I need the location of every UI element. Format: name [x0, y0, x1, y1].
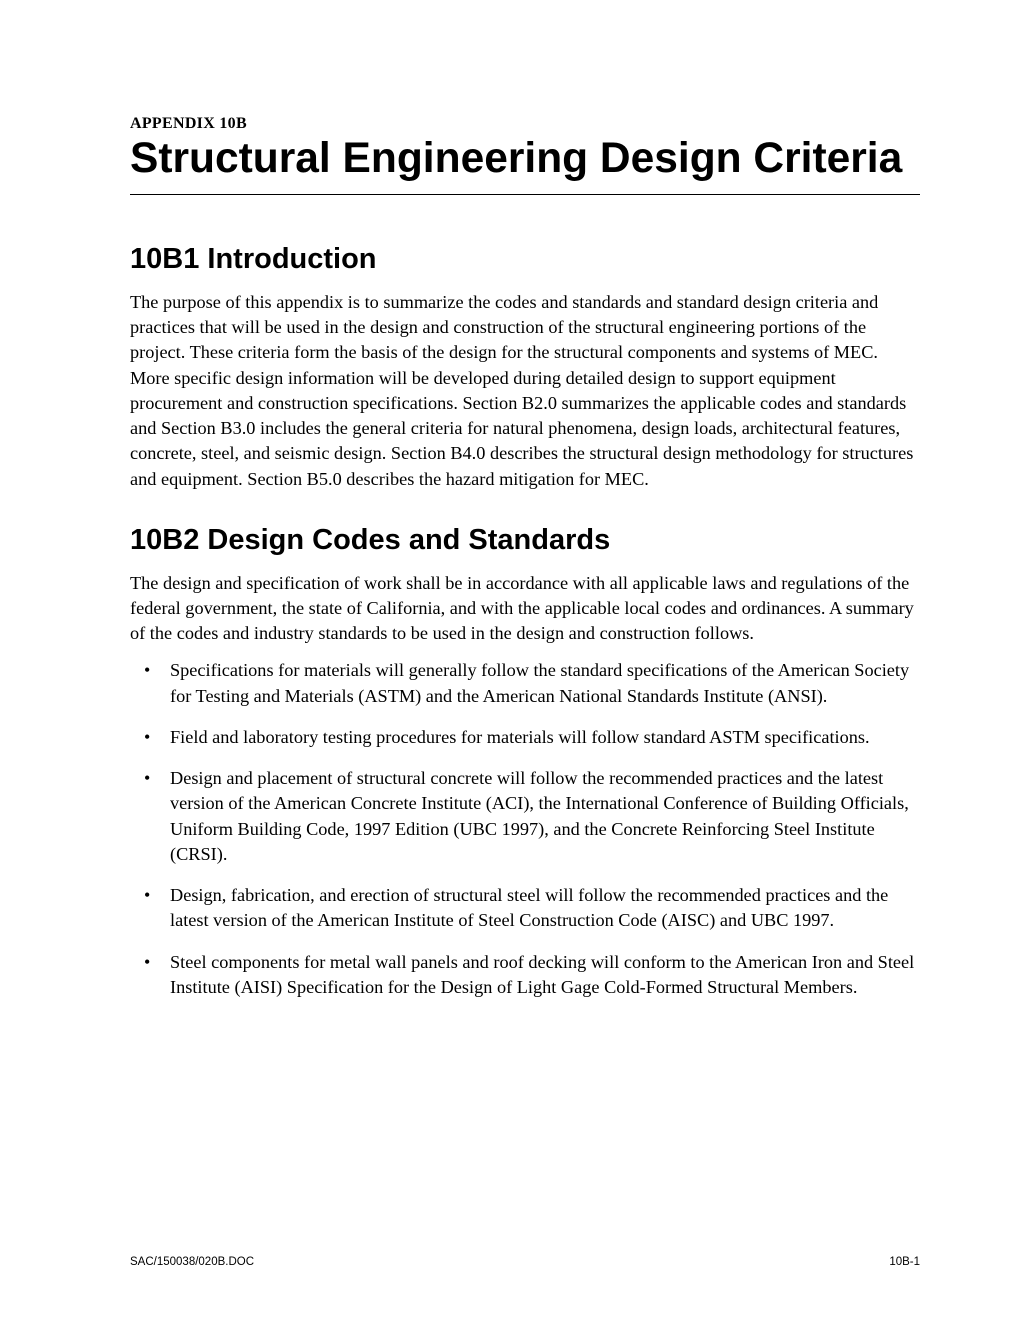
codes-body: The design and specification of work sha… — [130, 571, 920, 647]
list-item: Design and placement of structural concr… — [170, 766, 920, 867]
list-item: Field and laboratory testing procedures … — [170, 725, 920, 750]
appendix-label: APPENDIX 10B — [130, 115, 920, 133]
intro-body: The purpose of this appendix is to summa… — [130, 290, 920, 492]
footer-right: 10B-1 — [889, 1256, 920, 1268]
section-heading-codes: 10B2 Design Codes and Standards — [130, 524, 920, 557]
section-heading-intro: 10B1 Introduction — [130, 243, 920, 276]
footer-left: SAC/150038/020B.DOC — [130, 1256, 254, 1268]
list-item: Design, fabrication, and erection of str… — [170, 883, 920, 933]
title-rule — [130, 194, 920, 195]
list-item: Steel components for metal wall panels a… — [170, 950, 920, 1000]
list-item: Specifications for materials will genera… — [170, 658, 920, 708]
page: APPENDIX 10B Structural Engineering Desi… — [0, 0, 1020, 1320]
doc-title: Structural Engineering Design Criteria — [130, 135, 920, 184]
codes-bullet-list: Specifications for materials will genera… — [170, 658, 920, 1000]
footer: SAC/150038/020B.DOC 10B-1 — [130, 1256, 920, 1268]
